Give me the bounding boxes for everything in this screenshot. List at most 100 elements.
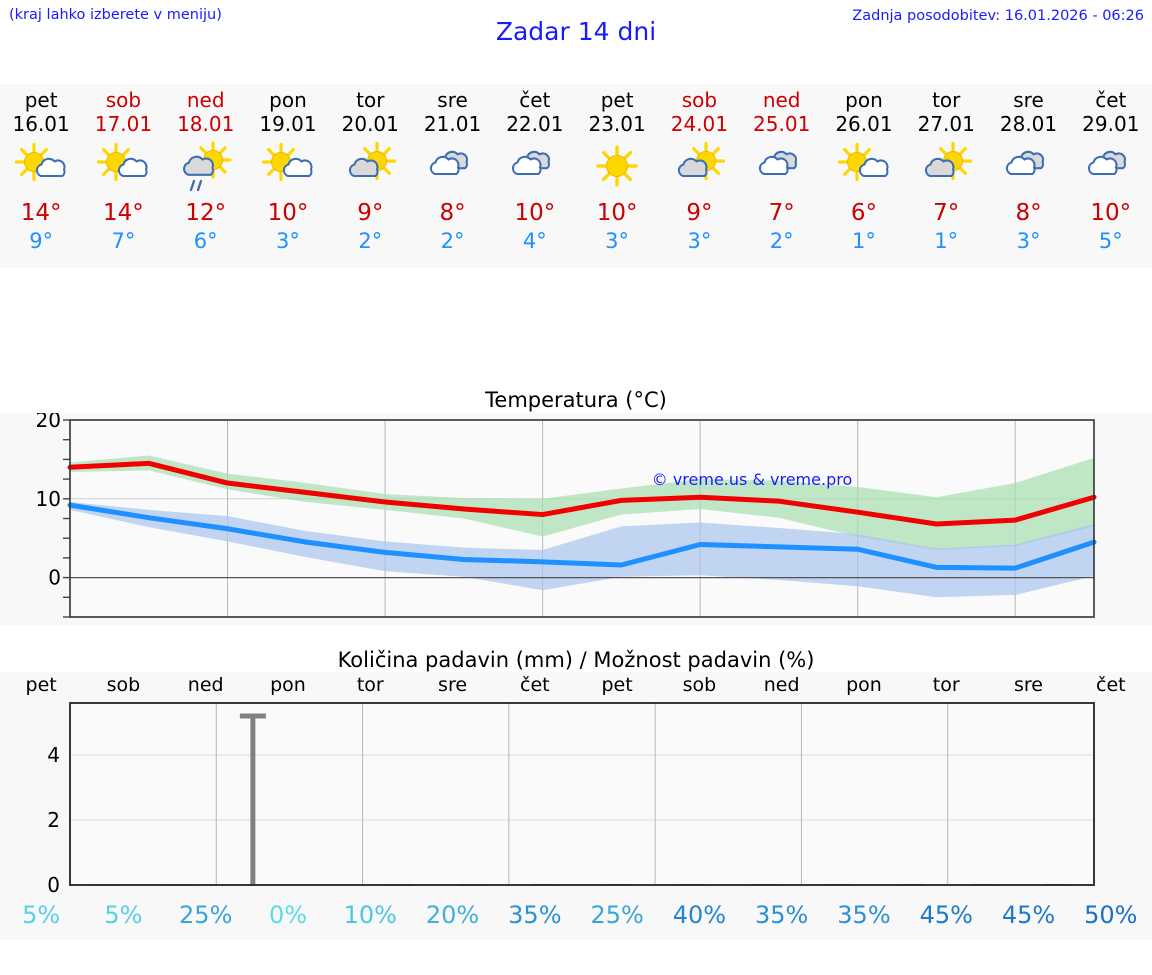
precipitation-day-label: sre xyxy=(1014,674,1043,696)
day-date: 21.01 xyxy=(423,112,482,136)
day-min-temperature: 7° xyxy=(111,229,136,253)
precipitation-y-tick: 4 xyxy=(47,743,60,767)
day-date: 20.01 xyxy=(341,112,399,136)
precipitation-probability-label: 35% xyxy=(755,901,809,929)
day-max-temperature: 10° xyxy=(267,200,309,226)
day-column[interactable]: čet 22.01 10° 4° xyxy=(494,84,576,268)
precipitation-chart-title: Količina padavin (mm) / Možnost padavin … xyxy=(337,648,815,672)
precipitation-probability-label: 35% xyxy=(508,901,562,929)
last-update-label: Zadnja posodobitev: 16.01.2026 - 06:26 xyxy=(852,8,1144,24)
precipitation-day-label: pet xyxy=(601,674,633,696)
precipitation-y-tick: 2 xyxy=(47,808,60,832)
day-column[interactable]: pon 26.01 6° 1° xyxy=(823,84,905,268)
precipitation-day-label: pon xyxy=(846,674,882,696)
day-max-temperature: 6° xyxy=(850,200,878,226)
day-column[interactable]: tor 27.01 7° 1° xyxy=(905,84,987,268)
day-date: 19.01 xyxy=(259,112,317,136)
precipitation-day-label: sre xyxy=(438,674,468,696)
day-date: 22.01 xyxy=(506,112,564,136)
daily-forecast-row: pet 16.01 14° 9° sob 17.01 14° 7° ned 18.01 12° 6° p… xyxy=(0,84,1152,268)
day-date: 27.01 xyxy=(917,112,975,136)
day-max-temperature: 9° xyxy=(357,200,384,226)
day-min-temperature: 2° xyxy=(440,229,465,253)
day-column[interactable]: sre 21.01 8° 2° xyxy=(411,84,493,268)
day-name: sre xyxy=(437,88,468,112)
precipitation-day-label: sob xyxy=(682,674,717,696)
precipitation-day-label: tor xyxy=(356,674,384,696)
page-title: Zadar 14 dni xyxy=(495,17,657,46)
day-min-temperature: 3° xyxy=(605,229,630,253)
temperature-y-tick: 10 xyxy=(36,487,61,511)
precipitation-probability-label: 45% xyxy=(919,901,973,929)
temperature-y-tick: 0 xyxy=(48,566,61,590)
precipitation-probability-label: 10% xyxy=(343,901,397,929)
day-name: pon xyxy=(845,88,883,112)
day-date: 26.01 xyxy=(835,112,893,136)
day-column[interactable]: sob 24.01 9° 3° xyxy=(658,84,740,268)
day-name: pon xyxy=(269,88,307,112)
day-min-temperature: 4° xyxy=(522,229,547,253)
precipitation-probability-label: 35% xyxy=(837,901,891,929)
day-date: 18.01 xyxy=(177,112,235,136)
sun-cloud-rain-icon xyxy=(168,139,244,195)
sun-cloud-icon xyxy=(250,139,326,195)
day-name: pet xyxy=(24,88,58,112)
day-max-temperature: 12° xyxy=(185,200,227,226)
day-max-temperature: 14° xyxy=(20,200,62,226)
day-min-temperature: 2° xyxy=(358,229,383,253)
day-min-temperature: 3° xyxy=(276,229,300,253)
day-date: 23.01 xyxy=(588,112,646,136)
day-name: pet xyxy=(600,88,634,112)
overcast-icon xyxy=(991,139,1067,195)
day-column[interactable]: pet 16.01 14° 9° xyxy=(0,84,82,268)
cloud-sun-icon xyxy=(332,139,408,195)
day-max-temperature: 9° xyxy=(686,200,713,226)
temperature-chart-title: Temperatura (°C) xyxy=(485,388,667,412)
day-column[interactable]: čet 29.01 10° 5° xyxy=(1070,84,1152,268)
day-date: 29.01 xyxy=(1082,112,1140,136)
day-name: tor xyxy=(356,88,385,112)
day-min-temperature: 1° xyxy=(852,229,876,253)
day-column[interactable]: ned 18.01 12° 6° xyxy=(165,84,247,268)
day-name: ned xyxy=(762,88,801,112)
day-name: ned xyxy=(186,88,225,112)
day-column[interactable]: ned 25.01 7° 2° xyxy=(741,84,823,268)
day-column[interactable]: pet 23.01 10° 3° xyxy=(576,84,658,268)
day-name: sob xyxy=(105,88,142,112)
precipitation-probability-label: 5% xyxy=(104,901,143,929)
sun-icon xyxy=(579,139,655,195)
day-min-temperature: 2° xyxy=(769,229,794,253)
precipitation-probability-label: 25% xyxy=(590,901,644,929)
menu-hint-label: (kraj lahko izberete v meniju) xyxy=(9,7,222,23)
day-max-temperature: 8° xyxy=(439,200,466,226)
day-name: čet xyxy=(1095,88,1127,112)
day-min-temperature: 6° xyxy=(193,229,218,253)
precipitation-probability-label: 20% xyxy=(425,901,480,929)
day-max-temperature: 7° xyxy=(768,200,795,226)
cloud-sun-icon xyxy=(661,139,737,195)
day-min-temperature: 3° xyxy=(687,229,712,253)
day-column[interactable]: pon 19.01 10° 3° xyxy=(247,84,329,268)
precipitation-probability-label: 5% xyxy=(22,901,61,929)
precipitation-day-label: sob xyxy=(106,674,141,696)
copyright-label: © vreme.us & vreme.pro xyxy=(652,470,853,489)
day-date: 24.01 xyxy=(670,112,729,136)
precipitation-probability-label: 45% xyxy=(1001,901,1056,929)
precipitation-day-label: čet xyxy=(1096,674,1126,696)
day-column[interactable]: sre 28.01 8° 3° xyxy=(987,84,1069,268)
day-max-temperature: 10° xyxy=(514,200,556,226)
precipitation-probability-label: 50% xyxy=(1084,901,1138,929)
precipitation-probability-label: 25% xyxy=(179,901,233,929)
overcast-icon xyxy=(1073,139,1149,195)
day-name: sob xyxy=(681,88,718,112)
precipitation-day-label: čet xyxy=(520,674,550,696)
precipitation-probability-label: 0% xyxy=(268,901,308,929)
daily-forecast-panel xyxy=(0,84,1152,268)
day-column[interactable]: sob 17.01 14° 7° xyxy=(82,84,164,268)
day-date: 17.01 xyxy=(94,112,153,136)
day-column[interactable]: tor 20.01 9° 2° xyxy=(329,84,411,268)
precipitation-percent-labels: 5% 5% 25% 0% 10% 20% 35% 25% 40% 35% 35% 45% 45% 50% xyxy=(0,901,1152,935)
day-min-temperature: 5° xyxy=(1098,229,1123,253)
sun-cloud-icon xyxy=(3,139,79,195)
precipitation-day-labels: pet sob ned pon tor sre čet pet sob ned pon tor sre č… xyxy=(0,674,1152,700)
